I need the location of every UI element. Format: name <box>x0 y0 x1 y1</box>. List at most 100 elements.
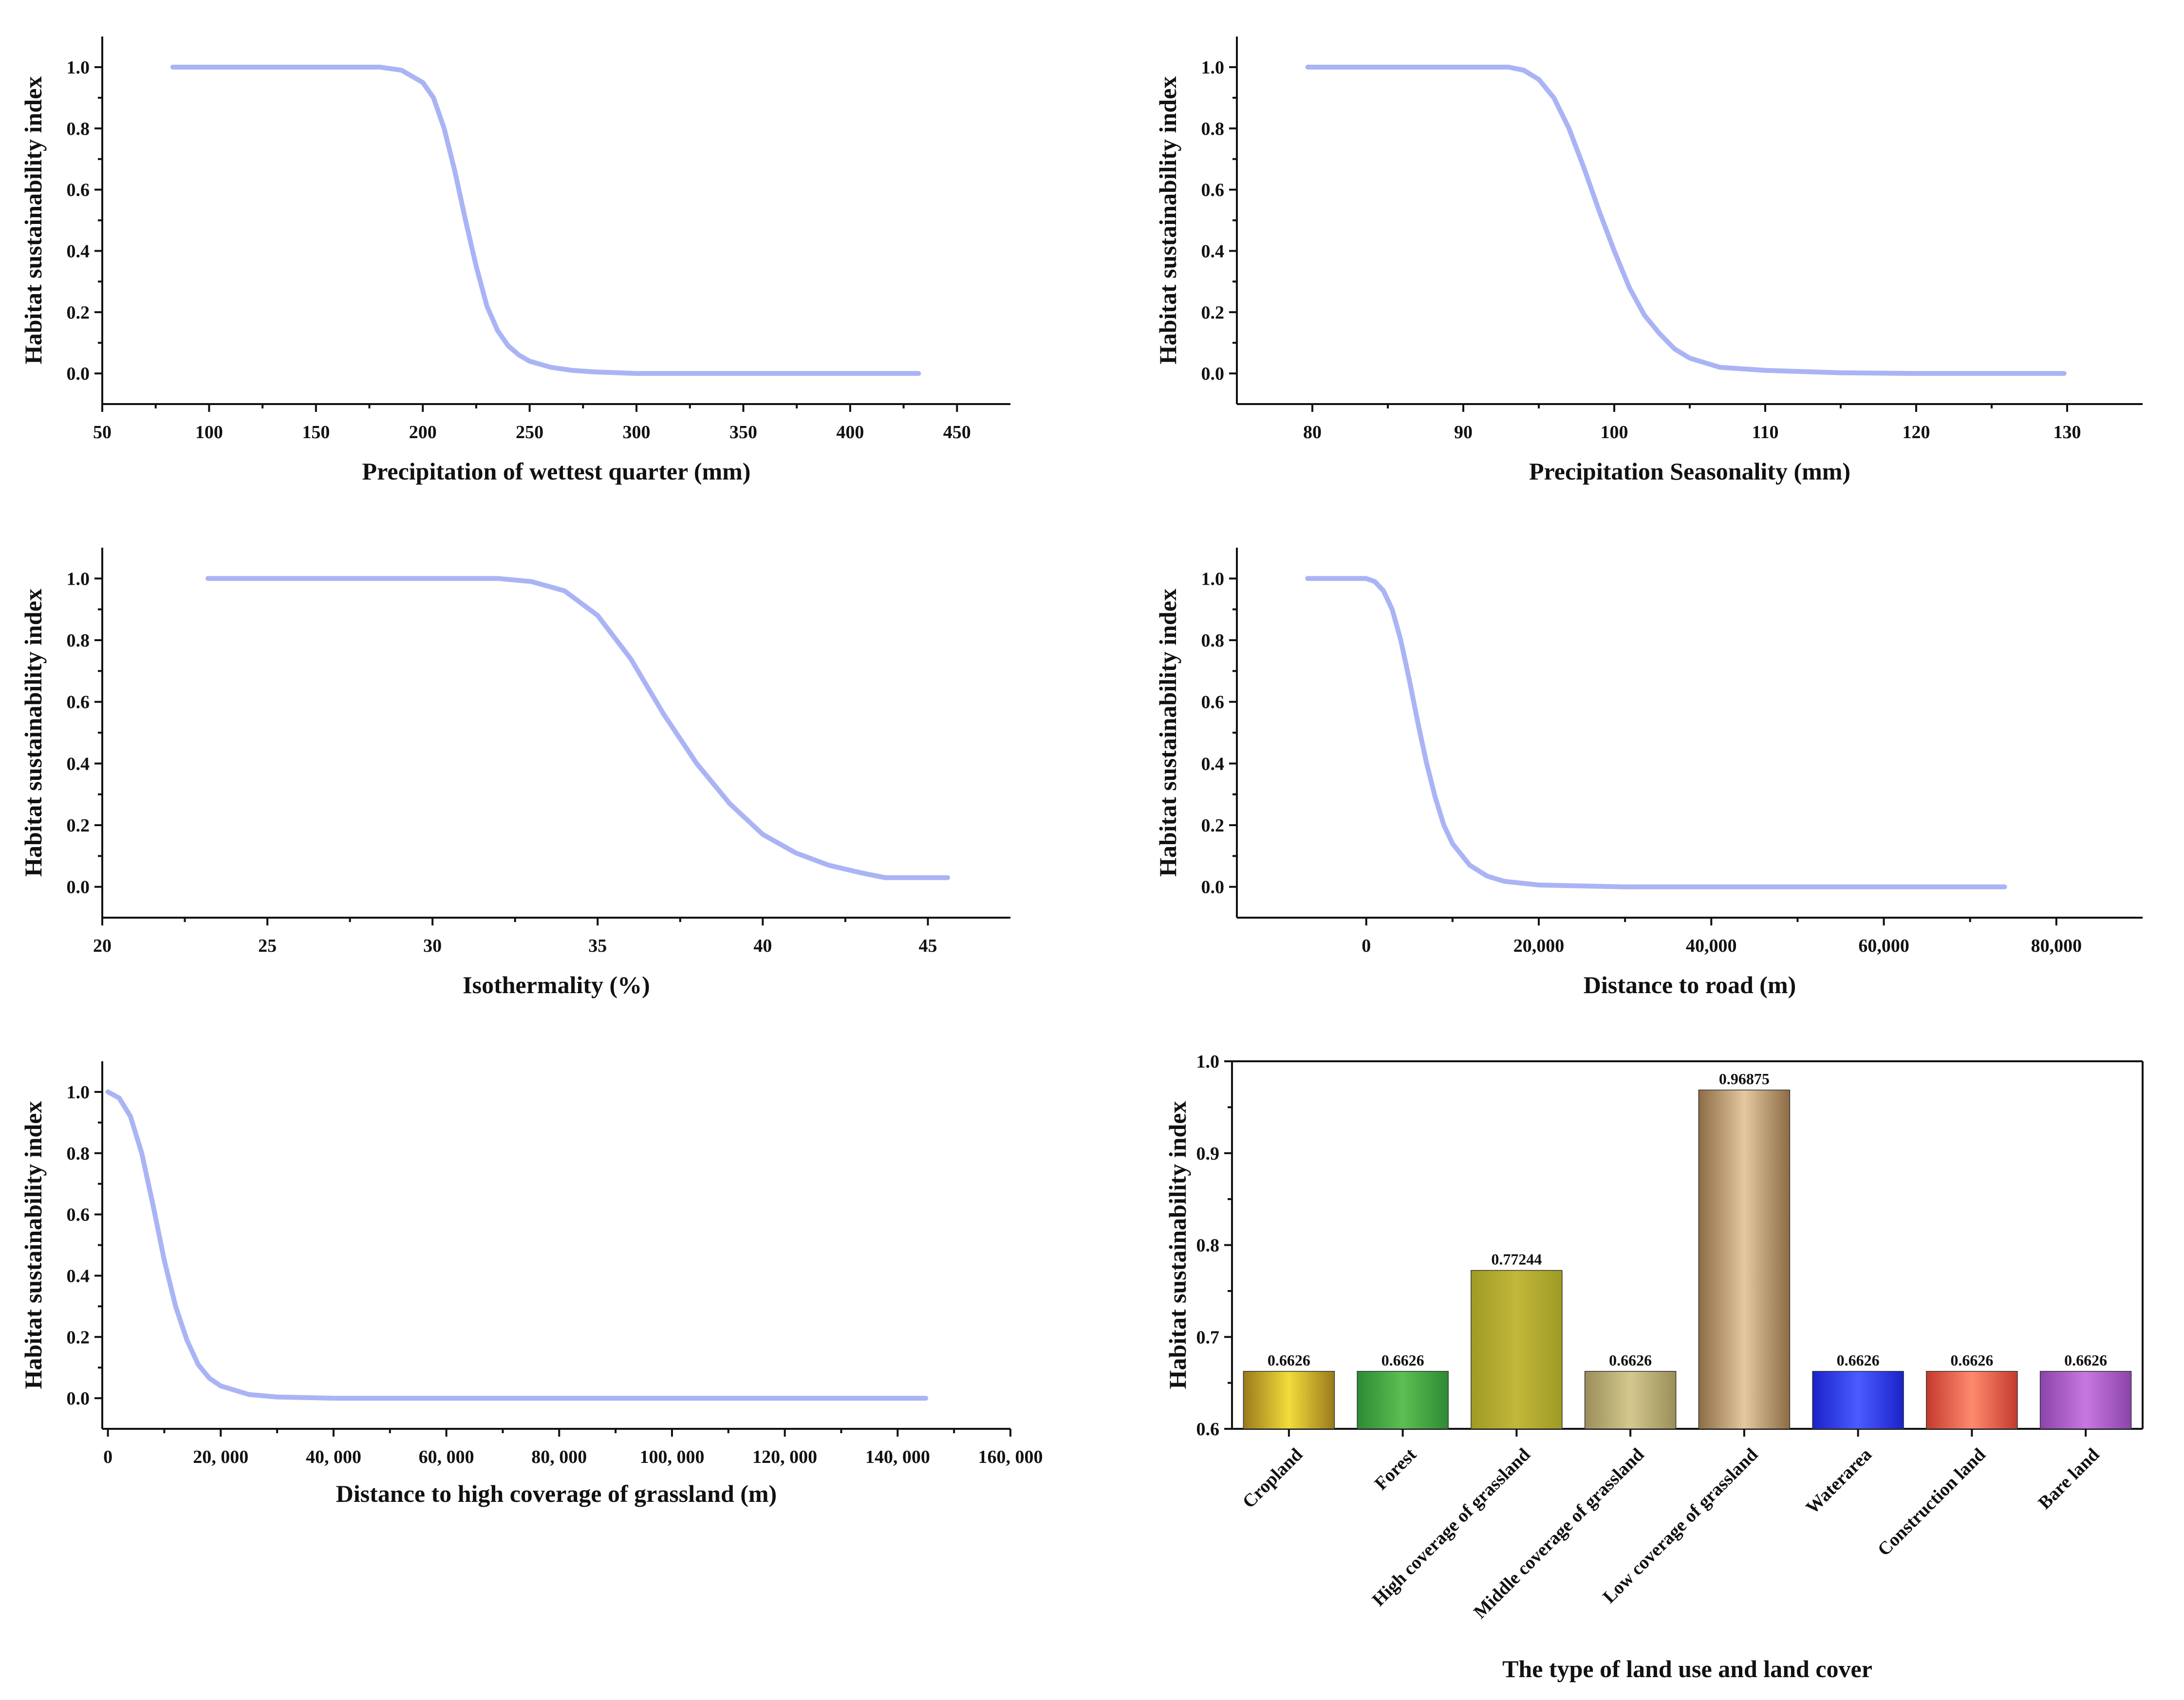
x-axis-title: The type of land use and land cover <box>1502 1655 1872 1682</box>
bar-2 <box>1357 1371 1449 1429</box>
series-line-1 <box>205 576 951 880</box>
y-tick-label: 0.2 <box>1201 302 1225 323</box>
x-axis-title: Precipitation of wettest quarter (mm) <box>362 458 751 485</box>
x-tick-label: 160, 000 <box>978 1447 1043 1467</box>
x-tick-label: 80 <box>1303 422 1322 443</box>
bar-5 <box>1698 1090 1791 1429</box>
y-tick-label: 0.0 <box>1201 877 1225 898</box>
y-tick-label: 1.0 <box>1201 569 1225 589</box>
series-line-1 <box>1305 64 2067 376</box>
x-tick-label: 80, 000 <box>531 1447 587 1467</box>
x-tick-label: 30 <box>423 936 442 956</box>
bar-value-label: 0.6626 <box>1950 1351 1993 1369</box>
y-axis-title: Habitat sustainability index <box>19 1101 47 1389</box>
y-tick-label: 0.0 <box>67 364 90 384</box>
bar-value-label: 0.6626 <box>2064 1351 2107 1369</box>
x-category-label: Waterarea <box>1802 1444 1876 1518</box>
x-category-label: Forest <box>1371 1444 1421 1494</box>
x-axis-title: Distance to high coverage of grassland (… <box>336 1480 777 1507</box>
y-tick-label: 1.0 <box>1201 57 1225 78</box>
bar-4 <box>1584 1371 1677 1429</box>
x-tick-label: 100, 000 <box>639 1447 704 1467</box>
y-tick-label: 0.6 <box>1196 1419 1220 1440</box>
bar-6 <box>1812 1371 1904 1429</box>
x-axis-title: Distance to road (m) <box>1584 971 1796 998</box>
x-tick-label: 25 <box>258 936 277 956</box>
chart-panel-2: 0.0 0.2 0.4 0.6 0.8 1.0 Habitat sustainability… <box>1154 37 2143 485</box>
y-tick-label: 0.8 <box>67 630 90 651</box>
x-tick-label: 20, 000 <box>193 1447 248 1467</box>
y-tick-label: 0.8 <box>1196 1236 1220 1256</box>
x-tick-label: 350 <box>729 422 757 443</box>
series-line-1 <box>170 64 921 376</box>
x-tick-label: 20,000 <box>1513 936 1565 956</box>
x-tick-label: 40,000 <box>1686 936 1737 956</box>
x-tick-label: 40 <box>753 936 772 956</box>
chart-panel-4: 0.0 0.2 0.4 0.6 0.8 1.0 Habitat sustainability… <box>1154 548 2143 998</box>
y-tick-label: 0.0 <box>67 877 90 898</box>
y-tick-label: 1.0 <box>67 57 90 78</box>
chart-panel-5: 0.0 0.2 0.4 0.6 0.8 1.0 Habitat sustainability… <box>19 1061 1043 1507</box>
x-tick-label: 250 <box>516 422 543 443</box>
x-category-label: Bare land <box>2035 1444 2104 1514</box>
y-tick-label: 0.4 <box>67 1266 90 1286</box>
y-tick-label: 0.9 <box>1196 1144 1220 1164</box>
y-tick-label: 0.0 <box>67 1388 90 1409</box>
x-category-label: Cropland <box>1239 1444 1307 1513</box>
y-tick-label: 0.6 <box>67 1205 90 1225</box>
y-tick-label: 0.8 <box>67 119 90 139</box>
x-tick-label: 40, 000 <box>306 1447 361 1467</box>
bar-value-label: 0.6626 <box>1837 1351 1880 1369</box>
x-tick-label: 450 <box>943 422 971 443</box>
x-tick-label: 20 <box>93 936 112 956</box>
x-tick-label: 100 <box>195 422 223 443</box>
bar-value-label: 0.6626 <box>1268 1351 1310 1369</box>
y-axis-title: Habitat sustainability index <box>1164 1101 1191 1389</box>
x-tick-label: 150 <box>302 422 330 443</box>
y-tick-label: 1.0 <box>67 1082 90 1103</box>
bar-7 <box>1926 1371 2018 1429</box>
x-axis-title: Precipitation Seasonality (mm) <box>1529 458 1850 485</box>
x-tick-label: 110 <box>1752 422 1779 443</box>
x-tick-label: 0 <box>103 1447 112 1467</box>
series-line-1 <box>1305 576 2007 889</box>
x-tick-label: 140, 000 <box>865 1447 930 1467</box>
x-tick-label: 60, 000 <box>419 1447 474 1467</box>
y-tick-label: 1.0 <box>1196 1052 1220 1072</box>
x-tick-label: 100 <box>1601 422 1628 443</box>
bar-value-label: 0.96875 <box>1719 1070 1770 1088</box>
y-tick-label: 0.8 <box>1201 630 1225 651</box>
chart-panel-3: 0.0 0.2 0.4 0.6 0.8 1.0 Habitat sustainability… <box>19 548 1010 998</box>
y-tick-label: 0.6 <box>1201 180 1225 201</box>
y-tick-label: 0.6 <box>67 180 90 201</box>
x-tick-label: 50 <box>93 422 112 443</box>
bar-3 <box>1471 1270 1563 1429</box>
y-tick-label: 0.8 <box>67 1144 90 1164</box>
y-tick-label: 0.2 <box>67 1327 90 1348</box>
y-tick-label: 1.0 <box>67 569 90 589</box>
x-tick-label: 130 <box>2053 422 2081 443</box>
y-tick-label: 0.2 <box>67 815 90 836</box>
x-tick-label: 0 <box>1362 936 1371 956</box>
y-tick-label: 0.7 <box>1196 1327 1220 1348</box>
x-tick-label: 35 <box>588 936 607 956</box>
x-tick-label: 80,000 <box>2031 936 2082 956</box>
x-tick-label: 200 <box>409 422 437 443</box>
x-tick-label: 90 <box>1454 422 1473 443</box>
x-tick-label: 120 <box>1903 422 1930 443</box>
y-tick-label: 0.2 <box>67 302 90 323</box>
y-axis-title: Habitat sustainability index <box>19 589 47 877</box>
y-tick-label: 0.2 <box>1201 815 1225 836</box>
y-tick-label: 0.4 <box>1201 241 1225 261</box>
chart-panel-1: 0.0 0.2 0.4 0.6 0.8 1.0 Habitat sustainability… <box>19 37 1010 485</box>
y-tick-label: 0.6 <box>67 692 90 713</box>
bar-1 <box>1243 1371 1335 1429</box>
x-tick-label: 300 <box>623 422 651 443</box>
y-tick-label: 0.8 <box>1201 119 1225 139</box>
x-axis-title: Isothermality (%) <box>463 971 650 998</box>
bar-8 <box>2039 1371 2132 1429</box>
bar-value-label: 0.77244 <box>1491 1251 1542 1268</box>
x-tick-label: 400 <box>836 422 864 443</box>
y-axis-title: Habitat sustainability index <box>19 76 47 365</box>
